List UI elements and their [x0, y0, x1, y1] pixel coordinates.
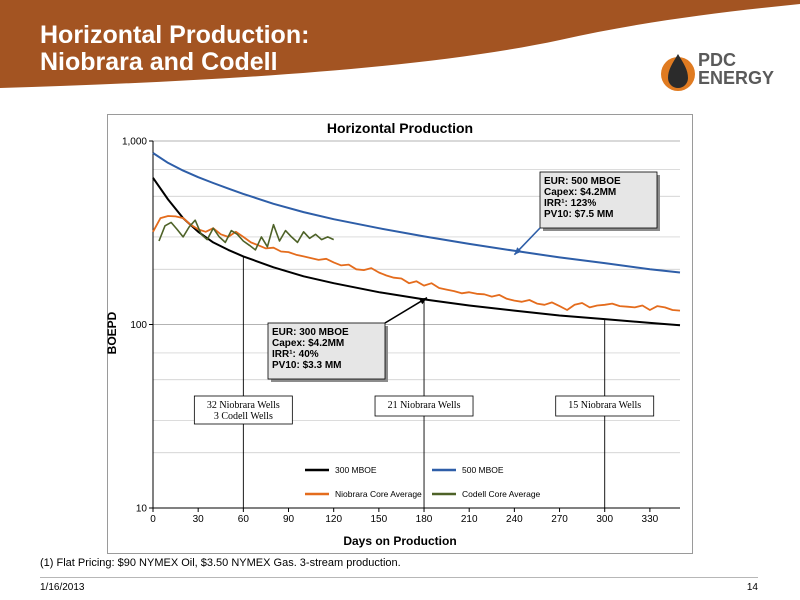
- annotation-arrowhead: [514, 247, 522, 255]
- chart-title: Horizontal Production: [327, 120, 473, 136]
- legend-label: Codell Core Average: [462, 489, 541, 499]
- x-tick-label: 150: [371, 514, 388, 525]
- well-label-box: [555, 395, 655, 417]
- logo-text-bottom: ENERGY: [698, 68, 775, 88]
- x-tick-label: 300: [596, 514, 613, 525]
- annotation-text: EUR: 300 MBOE: [272, 327, 349, 338]
- page-number: 14: [746, 582, 758, 593]
- series-500-mboe-line: [152, 152, 681, 274]
- slide-title-line-2: Niobrara and Codell: [40, 48, 278, 76]
- x-tick-label: 30: [193, 514, 205, 525]
- logo-drop-icon: [661, 54, 695, 91]
- slide-title: Horizontal Production: Niobrara and Code…: [40, 22, 309, 76]
- footnote: (1) Flat Pricing: $90 NYMEX Oil, $3.50 N…: [40, 557, 401, 569]
- x-tick-label: 240: [506, 514, 523, 525]
- legend-label: 500 MBOE: [462, 465, 504, 475]
- header-wave: [0, 4, 800, 105]
- annotation-box: [539, 171, 658, 229]
- slide-title-line-1: Horizontal Production:: [40, 21, 310, 49]
- header-banner: [0, 0, 800, 105]
- annotation-text: PV10: $3.3 MM: [272, 360, 341, 371]
- company-logo: PDC ENERGY: [660, 48, 780, 98]
- x-tick-label: 330: [642, 514, 659, 525]
- annotation-text: PV10: $7.5 MM: [544, 209, 613, 220]
- annotation-box: [267, 322, 386, 380]
- well-label-text: 32 Niobrara Wells: [207, 400, 280, 411]
- y-axis-label: BOEPD: [107, 311, 119, 354]
- y-tick-label: 100: [130, 320, 147, 331]
- annotation-text: EUR: 500 MBOE: [544, 176, 621, 187]
- x-tick-label: 0: [150, 514, 156, 525]
- annotation-text: Capex: $4.2MM: [272, 338, 344, 349]
- annotation-arrowhead: [419, 297, 427, 305]
- x-tick-label: 180: [416, 514, 433, 525]
- well-label-text: 21 Niobrara Wells: [388, 400, 461, 411]
- footer-divider: [40, 577, 758, 578]
- x-tick-label: 270: [551, 514, 568, 525]
- annotation-text: IRR¹: 123%: [544, 198, 596, 209]
- well-label-text: 15 Niobrara Wells: [568, 400, 641, 411]
- annotation-text: Capex: $4.2MM: [544, 187, 616, 198]
- slide-date: 1/16/2013: [40, 582, 85, 593]
- series-300-mboe-line: [152, 177, 681, 327]
- series-codell-core-line: [158, 219, 335, 251]
- annotation-arrow: [384, 297, 428, 324]
- annotation-text: IRR¹: 40%: [272, 349, 319, 360]
- x-tick-label: 90: [283, 514, 295, 525]
- x-tick-label: 60: [238, 514, 250, 525]
- x-tick-label: 120: [325, 514, 342, 525]
- y-tick-label: 10: [136, 504, 148, 515]
- well-label-text: 3 Codell Wells: [214, 411, 273, 422]
- chart-legend: 300 MBOE 500 MBOE Niobrara Core Average Cod…: [305, 465, 541, 499]
- chart-axes: 10 100 1,000 0 30 60 90 120 150 180 210 240 270 300 33…: [122, 137, 680, 525]
- chart-series: [152, 152, 681, 327]
- legend-label: Niobrara Core Average: [335, 489, 422, 499]
- y-tick-label: 1,000: [122, 137, 147, 148]
- series-niobrara-core-line: [152, 215, 681, 312]
- legend-label: 300 MBOE: [335, 465, 377, 475]
- slide-header: Horizontal Production: Niobrara and Code…: [0, 0, 800, 105]
- well-label-box: [374, 395, 474, 417]
- well-label-box: [193, 395, 293, 425]
- x-axis-label: Days on Production: [343, 534, 456, 548]
- x-tick-label: 210: [461, 514, 478, 525]
- logo-text-top: PDC: [698, 50, 737, 70]
